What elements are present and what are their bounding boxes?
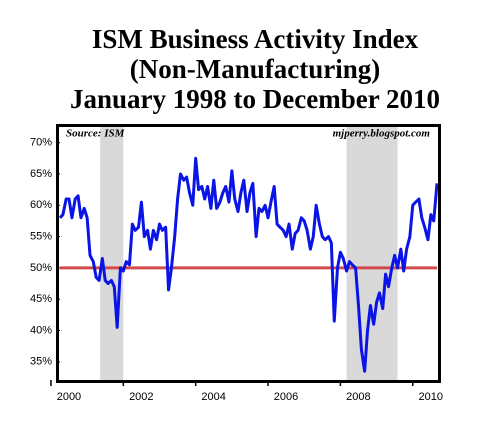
source-note: Source: ISM [66,128,126,140]
x-tick-label: 2008 [346,391,370,403]
x-tick-label: 2000 [57,391,81,403]
x-tick-label: 2002 [129,391,153,403]
y-tick-label: 55% [30,230,52,242]
data-line [58,156,439,373]
y-tick-label: 60% [30,199,52,211]
shaded-period [100,127,124,380]
chart-title: (Non-Manufacturing) [130,54,381,84]
y-tick-label: 45% [30,293,52,305]
y-tick-label: 35% [30,356,52,368]
y-tick-label: 70% [30,137,52,149]
plot-area [58,127,439,380]
x-tick-label: 2004 [201,391,225,403]
y-tick-label: 50% [30,262,52,274]
chart-title: January 1998 to December 2010 [70,84,440,114]
shaded-period [346,127,398,380]
y-tick-label: 40% [30,324,52,336]
credit-note: mjperry.blogspot.com [333,128,431,140]
x-tick-label: 2006 [274,391,298,403]
y-tick-label: 65% [30,168,52,180]
chart-title: ISM Business Activity Index [92,24,419,54]
plot-frame [56,124,441,383]
x-tick-label: 2010 [419,391,443,403]
